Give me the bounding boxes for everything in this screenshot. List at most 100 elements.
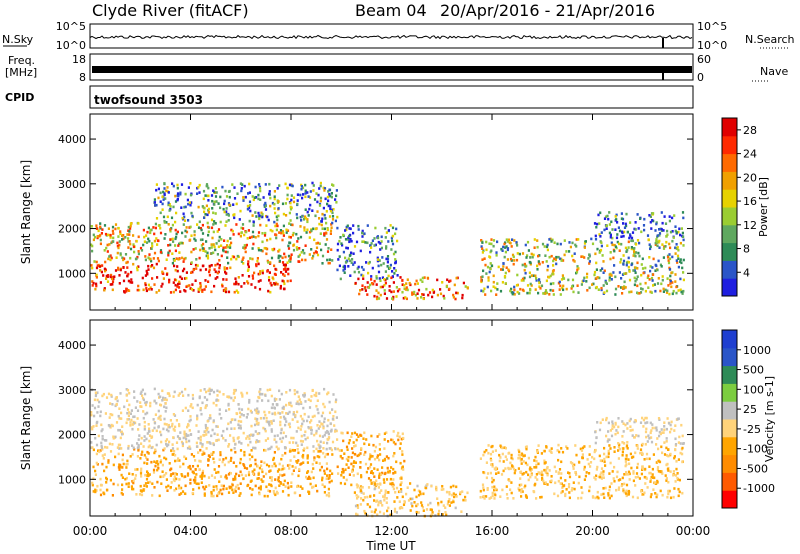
data-cell xyxy=(165,398,168,402)
y-tick-label: 3000 xyxy=(58,384,86,397)
data-cell xyxy=(376,256,379,260)
data-cell xyxy=(413,488,416,492)
data-cell xyxy=(140,470,143,473)
data-cell xyxy=(425,486,428,490)
data-cell xyxy=(306,477,309,480)
data-cell xyxy=(571,285,574,288)
data-cell xyxy=(301,186,305,190)
data-cell xyxy=(646,440,649,443)
data-cell xyxy=(655,221,658,224)
data-cell xyxy=(382,478,385,481)
data-cell xyxy=(254,417,257,420)
data-cell xyxy=(350,261,353,264)
data-cell xyxy=(616,470,619,474)
data-cell xyxy=(205,390,208,394)
data-cell xyxy=(381,285,384,289)
data-cell xyxy=(632,472,635,475)
data-cell xyxy=(331,408,334,411)
data-cell xyxy=(321,254,325,258)
data-cell xyxy=(622,447,625,450)
data-cell xyxy=(274,211,277,215)
data-cell xyxy=(513,259,516,262)
data-cell xyxy=(286,197,289,201)
data-cell xyxy=(209,442,212,445)
data-cell xyxy=(560,257,563,261)
data-cell xyxy=(510,259,513,262)
data-cell xyxy=(224,439,227,442)
colorbar-tick-label: 16 xyxy=(743,195,757,208)
data-cell xyxy=(677,417,680,420)
data-cell xyxy=(355,438,358,442)
data-region-4 xyxy=(479,443,684,500)
x-tick-label: 16:00 xyxy=(475,524,510,538)
freq-band xyxy=(92,66,692,73)
data-cell xyxy=(174,268,177,272)
data-cell xyxy=(242,262,245,265)
data-cell xyxy=(681,491,684,495)
data-cell xyxy=(288,450,292,453)
data-cell xyxy=(674,280,677,283)
data-cell xyxy=(356,497,359,500)
data-cell xyxy=(292,411,296,414)
data-cell xyxy=(297,255,300,258)
data-cell xyxy=(322,447,325,450)
data-cell xyxy=(240,391,243,395)
data-cell xyxy=(577,496,580,500)
data-cell xyxy=(349,259,352,263)
data-cell xyxy=(153,426,156,430)
data-cell xyxy=(96,420,99,424)
data-cell xyxy=(124,271,127,274)
data-cell xyxy=(101,264,104,267)
data-cell xyxy=(633,250,636,253)
data-cell xyxy=(276,492,279,495)
data-cell xyxy=(438,509,441,513)
data-cell xyxy=(248,453,251,457)
data-cell xyxy=(230,485,233,489)
data-cell xyxy=(599,421,602,425)
data-cell xyxy=(153,451,156,455)
data-cell xyxy=(680,227,683,230)
data-cell xyxy=(660,282,663,286)
data-cell xyxy=(201,223,204,227)
data-cell xyxy=(284,182,287,186)
data-cell xyxy=(274,486,277,490)
data-cell xyxy=(205,204,208,208)
data-cell xyxy=(208,387,211,391)
data-cell xyxy=(141,394,144,397)
data-cell xyxy=(529,282,532,286)
data-cell xyxy=(664,222,668,225)
data-cell xyxy=(196,223,199,226)
data-cell xyxy=(175,477,178,481)
data-cell xyxy=(243,450,246,454)
data-cell xyxy=(618,271,621,274)
data-cell xyxy=(233,427,236,430)
data-cell xyxy=(357,228,360,231)
data-cell xyxy=(509,461,512,465)
data-cell xyxy=(383,438,386,441)
data-cell xyxy=(108,255,111,258)
data-cell xyxy=(550,479,553,483)
data-cell xyxy=(199,407,202,410)
data-cell xyxy=(416,292,419,295)
data-cell xyxy=(281,467,284,471)
data-cell xyxy=(570,489,573,492)
data-cell xyxy=(289,207,293,211)
data-cell xyxy=(491,491,494,495)
data-cell xyxy=(437,512,440,516)
data-cell xyxy=(100,444,103,448)
colorbar-swatch xyxy=(722,207,737,226)
data-cell xyxy=(328,258,331,261)
data-cell xyxy=(606,440,609,443)
data-cell xyxy=(669,430,672,434)
data-cell xyxy=(615,236,619,240)
data-cell xyxy=(199,442,202,445)
data-cell xyxy=(101,437,104,441)
data-cell xyxy=(544,461,547,464)
velocity-colorbar-label: Velocity [m s-1] xyxy=(763,376,776,462)
data-cell xyxy=(238,218,241,221)
data-cell xyxy=(277,447,280,451)
data-cell xyxy=(312,445,315,448)
data-cell xyxy=(602,470,605,473)
data-cell xyxy=(172,281,175,284)
